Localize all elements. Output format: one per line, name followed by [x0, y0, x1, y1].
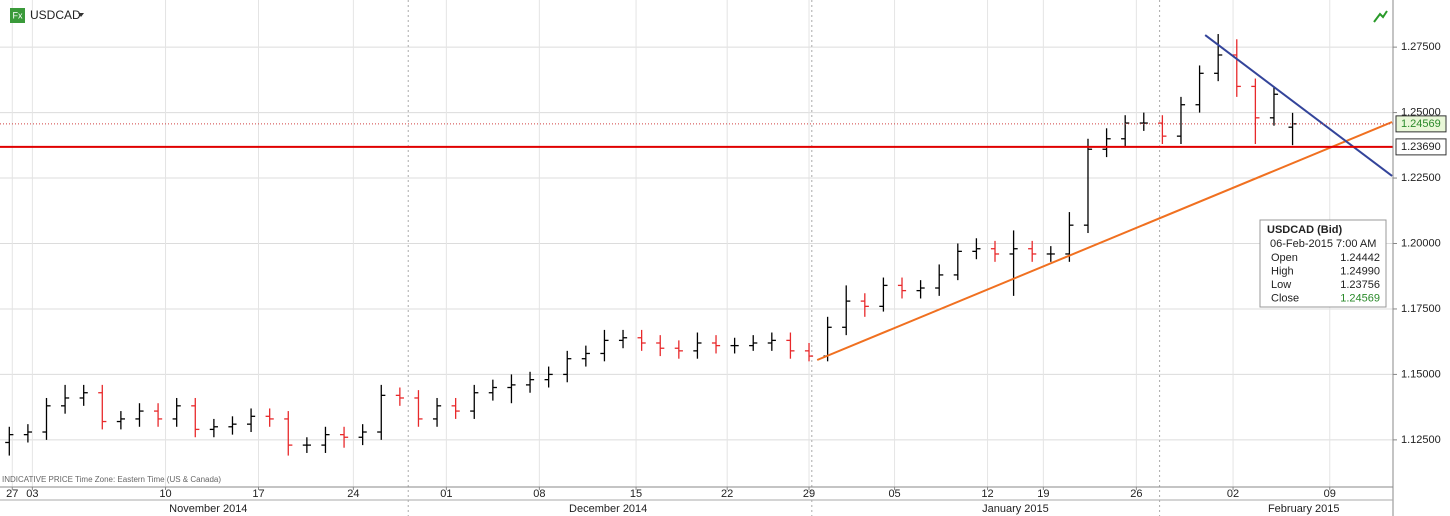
plot — [0, 34, 1393, 456]
info-value: 1.24569 — [1340, 292, 1380, 304]
fx-icon[interactable] — [10, 8, 25, 23]
info-box: USDCAD (Bid) 06-Feb-2015 7:00 AM Open 1.2… — [1259, 219, 1387, 308]
info-title: USDCAD (Bid) — [1267, 224, 1342, 236]
x-tick-label: 22 — [721, 488, 733, 500]
month-label: November 2014 — [169, 503, 247, 515]
dropdown-arrow[interactable] — [78, 13, 84, 17]
last-price-box — [1395, 115, 1447, 133]
y-tick-label: 1.15000 — [1401, 368, 1441, 380]
x-tick-label: 08 — [533, 488, 545, 500]
y-tick-label: 1.27500 — [1401, 41, 1441, 53]
x-tick-label: 26 — [1130, 488, 1142, 500]
y-tick-label: 1.17500 — [1401, 303, 1441, 315]
x-tick-label: 10 — [159, 488, 171, 500]
info-label: Low — [1271, 279, 1291, 291]
x-tick-label: 17 — [252, 488, 264, 500]
month-label: January 2015 — [982, 503, 1049, 515]
info-value: 1.23756 — [1340, 279, 1380, 291]
x-tick-label: 29 — [803, 488, 815, 500]
footer-note: INDICATIVE PRICE Time Zone: Eastern Time… — [2, 475, 221, 484]
price-box — [1395, 138, 1447, 156]
symbol[interactable]: USDCAD — [30, 8, 81, 22]
month-label: December 2014 — [569, 503, 647, 515]
info-label: High — [1271, 265, 1294, 277]
y-tick-label: 1.22500 — [1401, 172, 1441, 184]
x-tick-label: 09 — [1324, 488, 1336, 500]
x-tick-label: 03 — [26, 488, 38, 500]
last-price-label: 1.24569 — [1401, 118, 1441, 130]
x-tick-label: 12 — [981, 488, 993, 500]
info-date: 06-Feb-2015 7:00 AM — [1270, 238, 1376, 250]
info-value: 1.24990 — [1340, 265, 1380, 277]
info-value: 1.24442 — [1340, 252, 1380, 264]
grid — [0, 0, 1393, 516]
x-tick-label: 15 — [630, 488, 642, 500]
info-box-frame — [1259, 219, 1387, 308]
y-tick-label: 1.20000 — [1401, 237, 1441, 249]
x-tick-label: 19 — [1037, 488, 1049, 500]
x-tick-label: 05 — [888, 488, 900, 500]
x-tick-label: 24 — [347, 488, 359, 500]
info-label: Close — [1271, 292, 1299, 304]
x-tick-label: 02 — [1227, 488, 1239, 500]
y-tick-label: 1.12500 — [1401, 434, 1441, 446]
price-box-label: 1.23690 — [1401, 141, 1441, 153]
month-label: February 2015 — [1268, 503, 1340, 515]
info-label: Open — [1271, 252, 1298, 264]
fx-icon-text: Fx — [13, 10, 23, 20]
x-tick-label: 01 — [440, 488, 452, 500]
trend-line — [816, 121, 1393, 361]
trend-icon[interactable] — [1373, 10, 1388, 23]
trend-line — [1204, 34, 1393, 177]
x-tick-label: 27 — [6, 488, 18, 500]
